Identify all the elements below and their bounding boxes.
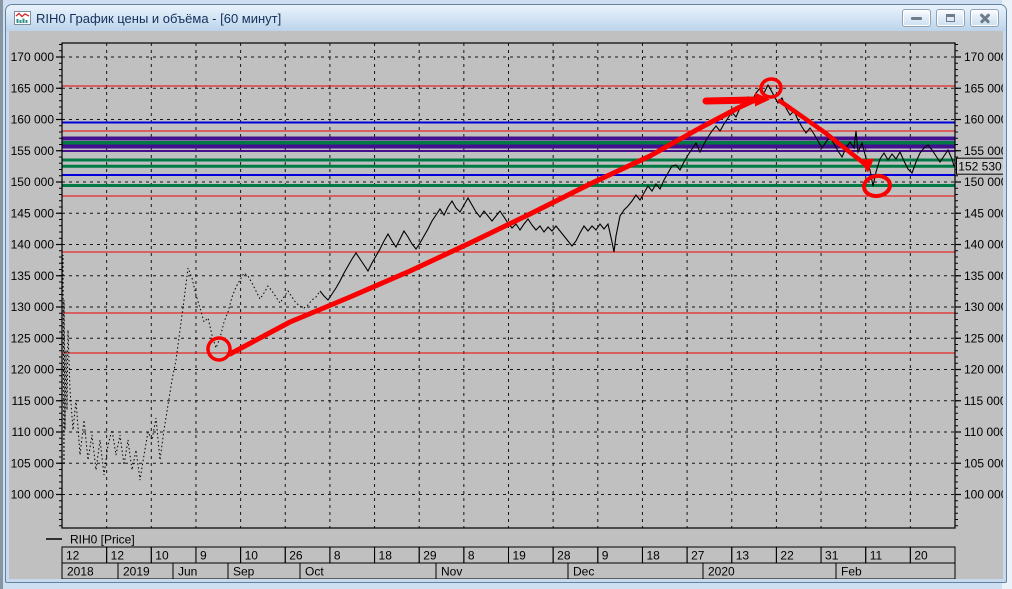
day-label: 9 bbox=[200, 549, 207, 563]
left-price-tick-label: 100 000 bbox=[11, 488, 55, 502]
chart-window: RIH0 График цены и объёма - [60 минут] 1… bbox=[5, 4, 1007, 583]
price-chart-svg[interactable]: 170 000 165 000 160 000 155 000 150 000 145 0… bbox=[9, 31, 1003, 579]
day-label: 12 bbox=[111, 549, 125, 563]
legend-series-label: RIH0 [Price] bbox=[70, 533, 135, 547]
left-price-tick-label: 130 000 bbox=[11, 300, 55, 314]
month-label: 2018 bbox=[67, 565, 94, 579]
window-titlebar[interactable]: RIH0 График цены и объёма - [60 минут] bbox=[6, 5, 1006, 31]
left-price-tick-label: 155 000 bbox=[11, 144, 55, 158]
peak-circle-annotation bbox=[759, 77, 783, 99]
window-title: RIH0 График цены и объёма - [60 минут] bbox=[36, 10, 282, 26]
right-price-tick-label: 105 000 bbox=[964, 456, 1003, 470]
minimize-button[interactable] bbox=[902, 9, 931, 27]
decline-line-annotation bbox=[777, 98, 867, 166]
right-price-tick-label: 165 000 bbox=[964, 81, 1003, 95]
right-price-tick-label: 155 000 bbox=[964, 144, 1003, 158]
day-label: 22 bbox=[780, 549, 794, 563]
time-scale-month-cell[interactable] bbox=[835, 562, 956, 579]
window-controls bbox=[897, 9, 999, 27]
day-label: 11 bbox=[870, 549, 883, 563]
right-price-tick-label: 140 000 bbox=[964, 238, 1003, 252]
right-price-tick-label: 150 000 bbox=[964, 175, 1003, 189]
chart-panel: 170 000 165 000 160 000 155 000 150 000 145 0… bbox=[9, 31, 1003, 579]
month-label: 2019 bbox=[123, 565, 150, 579]
month-label: Nov bbox=[441, 565, 462, 579]
month-label: Oct bbox=[305, 565, 324, 579]
day-label: 18 bbox=[379, 549, 393, 563]
plot-area[interactable] bbox=[62, 43, 955, 528]
month-label: Dec bbox=[573, 565, 594, 579]
day-label: 20 bbox=[914, 549, 928, 563]
left-price-tick-label: 170 000 bbox=[11, 50, 55, 64]
left-price-tick-label: 120 000 bbox=[11, 363, 55, 377]
left-price-tick-label: 160 000 bbox=[11, 113, 55, 127]
day-label: 9 bbox=[602, 549, 609, 563]
right-price-tick-label: 110 000 bbox=[964, 425, 1003, 439]
day-label: 31 bbox=[825, 549, 839, 563]
current-price-box bbox=[956, 157, 1003, 175]
minimize-icon bbox=[911, 16, 922, 20]
left-price-tick-label: 140 000 bbox=[11, 238, 55, 252]
peak-arrow-shaft bbox=[702, 96, 758, 105]
day-label: 26 bbox=[289, 549, 303, 563]
day-label: 18 bbox=[646, 549, 660, 563]
left-price-tick-label: 150 000 bbox=[11, 175, 55, 189]
day-label: 12 bbox=[66, 549, 80, 563]
right-price-tick-label: 115 000 bbox=[964, 394, 1003, 408]
current-price-label: 152 530 bbox=[958, 160, 1002, 174]
right-price-tick-label: 170 000 bbox=[964, 50, 1003, 64]
right-price-tick-label: 135 000 bbox=[964, 269, 1003, 283]
month-label: Sep bbox=[233, 565, 255, 579]
left-price-tick-label: 125 000 bbox=[11, 331, 55, 345]
left-price-tick-label: 115 000 bbox=[12, 394, 55, 408]
day-label: 29 bbox=[423, 549, 437, 563]
day-label: 27 bbox=[691, 549, 705, 563]
right-price-tick-label: 130 000 bbox=[964, 300, 1003, 314]
day-label: 13 bbox=[736, 549, 750, 563]
low-circle-feb-annotation bbox=[862, 173, 892, 199]
red-annotations bbox=[206, 77, 892, 362]
left-price-tick-label: 165 000 bbox=[11, 81, 55, 95]
month-label: Feb bbox=[841, 565, 862, 579]
left-price-tick-label: 110 000 bbox=[12, 425, 55, 439]
left-price-tick-label: 105 000 bbox=[11, 456, 55, 470]
close-button[interactable] bbox=[970, 9, 999, 27]
right-price-tick-label: 160 000 bbox=[964, 113, 1003, 127]
level-lines bbox=[62, 85, 955, 354]
peak-arrow-head bbox=[755, 92, 770, 107]
trendline-annotation bbox=[227, 98, 756, 357]
day-label: 19 bbox=[513, 549, 527, 563]
time-scale[interactable]: RIH0 [Price] 12 12 10 9 10 26 8 18 29 8 19 28 9 18 27 13… bbox=[46, 533, 956, 580]
plot-border bbox=[61, 42, 956, 529]
day-label: 8 bbox=[468, 549, 475, 563]
gridlines bbox=[62, 43, 955, 528]
left-price-tick-label: 135 000 bbox=[11, 269, 55, 283]
day-label: 10 bbox=[245, 549, 259, 563]
right-price-tick-label: 145 000 bbox=[964, 206, 1003, 220]
month-label: 2020 bbox=[708, 565, 735, 579]
price-axes[interactable]: 170 000 165 000 160 000 155 000 150 000 145 0… bbox=[11, 42, 1003, 529]
close-icon bbox=[979, 12, 991, 24]
day-label: 10 bbox=[155, 549, 169, 563]
day-label: 8 bbox=[334, 549, 341, 563]
right-price-tick-label: 120 000 bbox=[964, 363, 1003, 377]
day-label: 28 bbox=[557, 549, 571, 563]
low-circle-sep-annotation bbox=[206, 336, 232, 362]
down-arrow-head bbox=[859, 158, 874, 173]
month-label: Jun bbox=[178, 565, 197, 579]
left-price-tick-label: 145 000 bbox=[11, 206, 55, 220]
right-price-tick-label: 125 000 bbox=[964, 331, 1003, 345]
price-curve-sparse bbox=[61, 254, 321, 481]
chart-app-icon bbox=[14, 11, 31, 25]
restore-button[interactable] bbox=[936, 9, 965, 27]
price-curve bbox=[319, 83, 955, 301]
restore-icon bbox=[946, 14, 955, 22]
price-series bbox=[61, 83, 955, 481]
right-price-tick-label: 100 000 bbox=[964, 488, 1003, 502]
